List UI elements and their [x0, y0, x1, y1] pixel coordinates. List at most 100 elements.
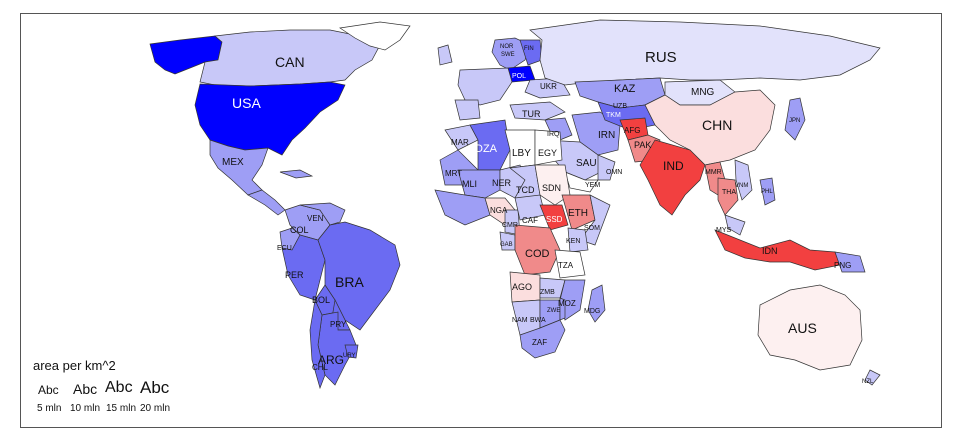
label-aus: AUS	[788, 320, 817, 336]
label-sdn: SDN	[542, 183, 561, 193]
label-ven: VEN	[307, 214, 324, 223]
country-uk	[437, 44, 453, 66]
country-central-am	[247, 189, 286, 216]
country-iberia	[454, 99, 481, 121]
legend-sample-20: Abc	[140, 378, 170, 397]
country-jpn	[784, 97, 806, 141]
country-ury	[344, 344, 359, 359]
label-lby: LBY	[512, 148, 531, 159]
country-sdn	[534, 164, 571, 206]
country-ind	[639, 139, 706, 216]
label-tkm: TKM	[606, 112, 621, 119]
label-cmr: CMR	[502, 222, 518, 229]
label-bol: BOL	[312, 295, 330, 305]
legend-sample-10: Abc	[73, 381, 98, 397]
label-irn: IRN	[598, 130, 615, 141]
label-ukr: UKR	[540, 82, 557, 91]
country-nzl	[864, 369, 881, 386]
legend-value-20: 20 mln	[140, 403, 171, 414]
label-ken: KEN	[566, 238, 580, 245]
label-tur: TUR	[522, 109, 541, 119]
country-grl	[339, 21, 411, 51]
label-mli: MLI	[462, 179, 477, 189]
country-rus	[529, 19, 881, 86]
label-chn: CHN	[702, 117, 732, 133]
country-moz	[559, 279, 586, 321]
label-nor: NOR	[500, 44, 514, 50]
label-egy: EGY	[538, 148, 557, 158]
legend-value-15: 15 mln	[106, 403, 137, 414]
label-rus: RUS	[645, 49, 677, 66]
country-som	[579, 194, 611, 246]
label-cod: COD	[525, 248, 550, 260]
label-ssd: SSD	[546, 215, 563, 224]
label-png: PNG	[834, 261, 851, 270]
label-swe: SWE	[501, 52, 515, 58]
country-ken	[567, 227, 589, 253]
label-mrt: MRT	[445, 169, 462, 178]
country-cod	[514, 224, 561, 276]
label-zaf: ZAF	[532, 338, 547, 347]
country-egy	[534, 129, 563, 166]
label-caf: CAF	[522, 216, 538, 225]
label-mdg: MDG	[584, 308, 600, 315]
label-ecu: ECU	[277, 245, 292, 252]
legend-value-5: 5 mln	[37, 403, 62, 414]
country-phl	[759, 177, 776, 206]
country-chl	[309, 298, 326, 390]
label-bwa: BWA	[530, 317, 546, 324]
label-ind: IND	[663, 159, 684, 173]
label-vnm: VNM	[735, 183, 748, 189]
label-pak: PAK	[634, 140, 651, 150]
label-mmr: MMR	[705, 169, 722, 176]
label-irq: IRQ	[547, 131, 560, 138]
country-zaf	[519, 319, 566, 359]
country-zwe	[559, 297, 566, 321]
label-uzb: UZB	[613, 103, 627, 110]
label-mex: MEX	[222, 157, 244, 168]
label-zmb: ZMB	[540, 289, 555, 296]
label-kaz: KAZ	[614, 83, 636, 95]
label-omn: OMN	[606, 169, 622, 176]
legend-title: area per km^2	[33, 358, 116, 373]
country-omn	[597, 154, 616, 181]
country-vnm	[734, 159, 753, 201]
label-nga: NGA	[490, 206, 508, 215]
country-chn	[644, 89, 776, 166]
label-pry: PRY	[330, 320, 347, 329]
label-arg: ARG	[318, 353, 344, 367]
label-moz: MOZ	[558, 299, 576, 308]
label-nam: NAM	[512, 317, 528, 324]
label-ago: AGO	[512, 282, 532, 292]
country-ssd	[539, 204, 569, 231]
label-fin: FIN	[524, 46, 534, 52]
label-eth: ETH	[568, 208, 588, 219]
label-mar: MAR	[451, 138, 469, 147]
label-gab: GAB	[500, 242, 513, 248]
label-tha: THA	[722, 189, 736, 196]
label-ner: NER	[492, 178, 512, 188]
label-chl: CHL	[312, 363, 329, 372]
label-per: PER	[285, 270, 304, 280]
label-tza: TZA	[558, 261, 574, 270]
label-nzl: NZL	[862, 379, 874, 385]
label-can: CAN	[275, 54, 305, 70]
label-jpn: JPN	[789, 118, 800, 124]
country-usa	[194, 81, 346, 156]
label-bra: BRA	[335, 274, 364, 290]
country-tza	[554, 249, 586, 279]
label-tcd: TCD	[516, 185, 535, 195]
label-dza: DZA	[475, 143, 498, 155]
label-phl: PHL	[761, 189, 773, 195]
label-afg: AFG	[624, 126, 640, 135]
country-ven	[299, 202, 346, 226]
label-col: COL	[290, 225, 309, 235]
label-sau: SAU	[576, 158, 597, 169]
label-mng: MNG	[691, 87, 715, 98]
legend-value-10: 10 mln	[70, 403, 101, 414]
country-w-europe	[457, 67, 513, 106]
country-png	[834, 251, 866, 273]
country-cuba	[279, 169, 314, 179]
label-som: SOM	[584, 225, 600, 232]
